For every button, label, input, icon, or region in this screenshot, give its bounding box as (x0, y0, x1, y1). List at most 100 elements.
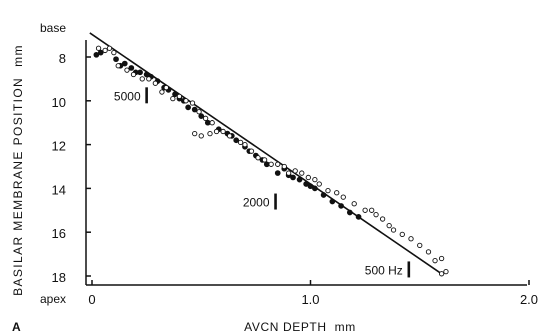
filled-data-point (312, 185, 318, 192)
open-data-point (202, 115, 209, 121)
open-data-point (334, 190, 340, 196)
y-tick-label: 10 (52, 95, 66, 110)
y-top-label: base (40, 21, 66, 35)
open-data-point (390, 227, 397, 233)
open-data-point (386, 222, 392, 229)
x-axis-unit: mm (335, 320, 356, 334)
regression-line-group (89, 32, 443, 275)
plot-frame (85, 40, 527, 286)
filled-data-point (204, 119, 211, 126)
open-data-point (95, 45, 102, 51)
open-data-point (305, 174, 311, 181)
open-data-point (408, 236, 414, 242)
filled-data-point (137, 69, 143, 76)
open-data-point (198, 133, 204, 139)
filled-data-point (303, 181, 309, 187)
y-tick-label: 8 (59, 51, 66, 66)
x-tick-label: 0 (88, 292, 95, 307)
filled-data-point (143, 71, 150, 78)
filled-data-point (121, 60, 128, 67)
open-data-point (209, 120, 215, 126)
filled-data-point (93, 51, 100, 58)
y-tick-label: 18 (52, 270, 66, 285)
open-data-point (425, 249, 432, 255)
y-axis-title: BASILAR MEMBRANE POSITION mm (11, 44, 25, 296)
filled-data-point (128, 65, 135, 71)
filled-data-point (338, 203, 344, 209)
open-data-point (163, 85, 169, 91)
open-data-point (227, 133, 233, 139)
open-data-point (106, 45, 113, 51)
open-data-point (443, 268, 449, 275)
x-axis-title: AVCN DEPTH mm (244, 320, 356, 334)
open-data-point (275, 161, 281, 167)
filled-data-point (307, 183, 314, 190)
x-axis-label: AVCN DEPTH (244, 320, 326, 334)
open-data-point (170, 95, 176, 102)
open-data-point (159, 89, 165, 95)
x-tick-label: 1.0 (301, 292, 319, 307)
frequency-marker-label: 2000 (243, 196, 270, 210)
panel-letter: A (12, 320, 21, 334)
open-data-point (312, 176, 318, 183)
filled-data-point (329, 198, 336, 205)
open-data-point (237, 139, 244, 146)
data-points (93, 45, 449, 277)
open-data-point (115, 63, 121, 69)
open-data-point (438, 255, 445, 262)
open-data-point (268, 161, 274, 167)
open-data-point (299, 170, 305, 176)
open-data-point (399, 231, 405, 238)
open-data-point (176, 93, 183, 100)
filled-data-point (198, 113, 205, 119)
open-data-point (248, 148, 255, 154)
filled-data-point (263, 161, 270, 168)
open-data-point (438, 271, 445, 277)
filled-data-point (191, 106, 198, 113)
open-data-point (316, 181, 322, 187)
y-axis-unit: mm (11, 44, 25, 67)
open-data-point (340, 194, 346, 200)
open-data-point (152, 80, 159, 86)
open-data-point (417, 242, 423, 248)
filled-data-point (113, 56, 119, 63)
open-data-point (432, 258, 438, 264)
open-data-point (373, 212, 379, 218)
open-data-point (111, 49, 117, 56)
open-data-point (196, 109, 202, 115)
y-tick-label: 16 (52, 226, 66, 241)
open-data-point (124, 67, 130, 73)
filled-data-point (346, 209, 353, 216)
open-data-point (261, 157, 268, 163)
y-tick-label: 14 (52, 182, 66, 197)
filled-data-point (172, 91, 178, 98)
open-data-point (325, 187, 331, 194)
open-data-point (362, 207, 368, 213)
open-data-point (285, 170, 292, 176)
open-data-point (213, 128, 220, 135)
y-bottom-label: apex (40, 292, 66, 306)
open-data-point (146, 76, 152, 82)
open-data-point (242, 141, 248, 148)
frequency-marker-label: 5000 (114, 89, 141, 103)
open-data-point (130, 71, 137, 78)
open-data-point (369, 207, 375, 213)
y-tick-label: 12 (52, 139, 66, 154)
frequency-markers: 5000 2000 500 Hz (114, 87, 411, 278)
open-data-point (189, 100, 196, 106)
axis-ticks: 8 10 12 14 16 18 0 1.0 2.0 (52, 51, 539, 307)
filled-data-point (296, 176, 303, 183)
filled-data-point (233, 137, 240, 144)
open-data-point (351, 201, 357, 207)
frequency-marker-label: 500 Hz (365, 263, 403, 277)
regression-line (89, 32, 443, 275)
open-data-point (207, 130, 213, 137)
x-tick-label: 2.0 (520, 292, 538, 307)
open-data-point (220, 128, 226, 135)
open-data-point (183, 98, 189, 104)
open-data-point (192, 130, 198, 137)
open-data-point (255, 155, 261, 161)
filled-data-point (290, 174, 296, 181)
filled-data-point (355, 214, 362, 220)
